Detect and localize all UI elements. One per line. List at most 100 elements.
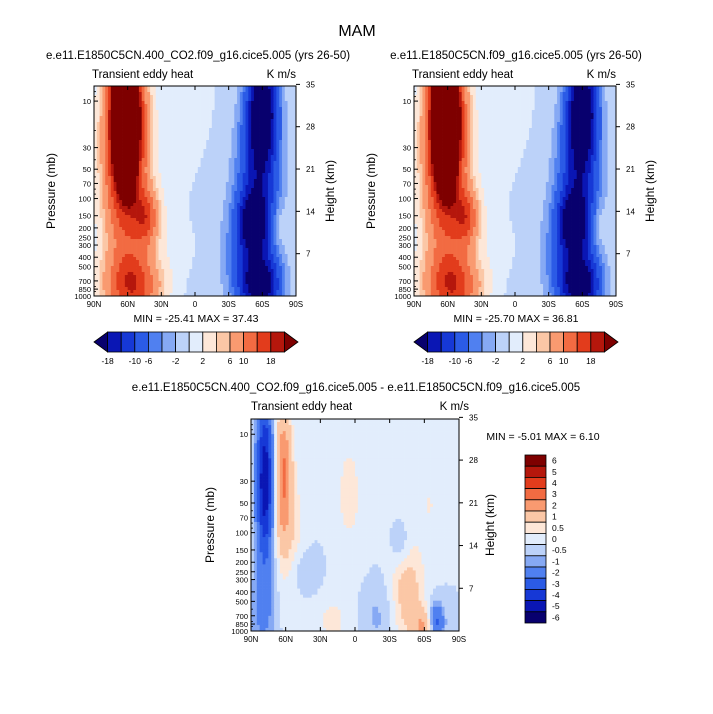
contour-cell	[141, 203, 145, 207]
contour-cell	[279, 245, 283, 249]
contour-cell	[248, 242, 252, 246]
contour-cell	[147, 224, 151, 228]
contour-cell	[138, 185, 143, 189]
contour-cell	[245, 89, 249, 93]
contour-cell	[200, 170, 204, 174]
contour-cell	[150, 287, 154, 291]
contour-cell	[96, 194, 100, 198]
contour-cell	[287, 275, 291, 279]
contour-cell	[102, 185, 106, 189]
contour-cell	[239, 167, 244, 171]
contour-cell	[228, 278, 232, 282]
contour-cell	[267, 185, 272, 189]
contour-cell	[279, 197, 283, 201]
contour-cell	[161, 173, 165, 177]
contour-cell	[273, 122, 277, 126]
contour-cell	[183, 242, 187, 246]
contour-cell	[161, 191, 165, 195]
contour-cell	[284, 101, 288, 105]
contour-cell	[113, 185, 117, 189]
contour-cell	[245, 212, 249, 216]
contour-cell	[287, 197, 291, 201]
contour-cell	[152, 197, 157, 201]
contour-cell	[231, 110, 235, 114]
contour-cell	[175, 206, 179, 210]
contour-cell	[290, 188, 294, 192]
contour-cell	[150, 143, 154, 147]
contour-cell	[251, 224, 255, 228]
contour-cell	[209, 158, 213, 162]
contour-cell	[183, 179, 187, 183]
contour-cell	[225, 242, 230, 246]
contour-cell	[245, 188, 249, 192]
contour-cell	[152, 152, 157, 156]
contour-cell	[281, 215, 286, 219]
contour-cell	[228, 266, 232, 270]
contour-cell	[209, 224, 213, 228]
contour-cell	[206, 143, 210, 147]
contour-cell	[189, 167, 193, 171]
contour-cell	[141, 257, 145, 261]
contour-cell	[178, 170, 182, 174]
contour-cell	[284, 185, 288, 189]
contour-cell	[122, 119, 126, 123]
contour-cell	[189, 158, 193, 162]
contour-cell	[130, 86, 134, 90]
contour-cell	[225, 191, 230, 195]
contour-cell	[102, 182, 106, 186]
contour-cell	[161, 218, 165, 222]
contour-cell	[228, 86, 232, 90]
contour-cell	[225, 281, 230, 285]
contour-cell	[237, 149, 241, 153]
contour-cell	[223, 272, 227, 276]
contour-cell	[262, 227, 266, 231]
contour-cell	[161, 221, 165, 225]
contour-cell	[293, 248, 296, 252]
contour-cell	[217, 227, 221, 231]
contour-cell	[172, 104, 176, 108]
contour-cell	[152, 245, 157, 249]
contour-cell	[225, 269, 230, 273]
contour-cell	[217, 161, 221, 165]
contour-cell	[136, 191, 140, 195]
contour-cell	[183, 98, 187, 102]
contour-cell	[276, 281, 280, 285]
contour-cell	[164, 209, 168, 213]
contour-cell	[281, 98, 286, 102]
contour-cell	[169, 143, 173, 147]
contour-cell	[186, 158, 190, 162]
contour-cell	[290, 113, 294, 117]
contour-cell	[136, 164, 140, 168]
contour-cell	[276, 209, 280, 213]
contour-cell	[192, 143, 196, 147]
contour-cell	[265, 230, 269, 234]
contour-cell	[253, 188, 258, 192]
contour-cell	[287, 164, 291, 168]
contour-cell	[164, 149, 168, 153]
contour-cell	[119, 215, 123, 219]
contour-cell	[102, 191, 106, 195]
contour-cell	[124, 212, 129, 216]
contour-cell	[169, 203, 173, 207]
contour-cell	[172, 98, 176, 102]
contour-cell	[186, 218, 190, 222]
contour-cell	[110, 194, 114, 198]
contour-cell	[223, 119, 227, 123]
contour-cell	[136, 215, 140, 219]
contour-cell	[245, 119, 249, 123]
contour-cell	[293, 134, 296, 138]
contour-cell	[225, 227, 230, 231]
contour-cell	[239, 221, 244, 225]
contour-cell	[220, 206, 224, 210]
contour-cell	[192, 125, 196, 129]
contour-cell	[197, 212, 201, 216]
contour-cell	[228, 110, 232, 114]
contour-cell	[133, 134, 137, 138]
contour-cell	[158, 107, 162, 111]
contour-cell	[138, 203, 143, 207]
contour-cell	[122, 197, 126, 201]
contour-cell	[113, 95, 117, 99]
contour-cell	[133, 212, 137, 216]
panel-1-field-label: Transient eddy heat	[92, 69, 194, 81]
contour-cell	[281, 263, 286, 267]
